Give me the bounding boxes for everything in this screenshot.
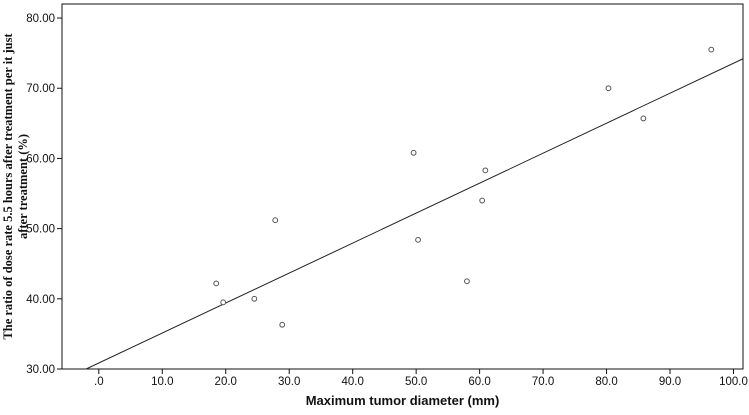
data-point <box>464 278 470 285</box>
data-point <box>415 236 421 243</box>
x-tick-label: 40.0 <box>341 376 363 388</box>
data-point <box>479 197 486 204</box>
data-point <box>251 295 258 302</box>
y-tick-label: 30.00 <box>26 364 55 376</box>
x-tick-label: 10.0 <box>151 376 173 388</box>
data-point <box>640 115 647 122</box>
regression-line <box>85 58 744 370</box>
x-axis-ticks: .0 10.0 20.0 30.0 40.0 50.0 60.0 70.0 80.0 90.0 10… <box>94 369 748 388</box>
scatter-points <box>213 46 715 328</box>
x-tick-label: 90.0 <box>659 376 681 388</box>
x-tick-label: 50.0 <box>405 376 427 388</box>
y-tick-label: 50.00 <box>26 224 55 236</box>
data-point <box>220 299 227 306</box>
y-axis-ticks: 30.00 40.00 50.00 60.00 70.00 80.00 <box>26 13 62 376</box>
x-axis-title: Maximum tumor diameter (mm) <box>306 393 500 408</box>
data-point <box>482 167 489 174</box>
data-point <box>605 85 612 92</box>
y-tick-label: 40.00 <box>26 294 55 306</box>
y-axis-title: The ratio of dose rate 5.5 hours after t… <box>1 33 30 340</box>
x-tick-label: .0 <box>94 376 104 388</box>
y-axis-title-line-2: after treatment (%) <box>16 134 30 239</box>
x-tick-label: 80.0 <box>595 376 617 388</box>
x-tick-label: 30.0 <box>278 376 300 388</box>
x-tick-label: 20.0 <box>215 376 237 388</box>
y-tick-label: 60.00 <box>26 153 55 165</box>
data-point <box>410 149 417 156</box>
data-point <box>279 321 286 328</box>
data-point <box>213 280 220 287</box>
y-axis-title-line-1: The ratio of dose rate 5.5 hours after t… <box>1 33 15 340</box>
x-tick-label: 60.0 <box>468 376 490 388</box>
plot-area-frame <box>61 3 744 370</box>
y-tick-label: 70.00 <box>26 83 55 95</box>
data-point <box>708 46 715 53</box>
x-tick-label: 70.0 <box>532 376 554 388</box>
y-tick-label: 80.00 <box>26 13 55 25</box>
data-point <box>272 217 279 224</box>
x-tick-label: 100.0 <box>719 376 748 388</box>
